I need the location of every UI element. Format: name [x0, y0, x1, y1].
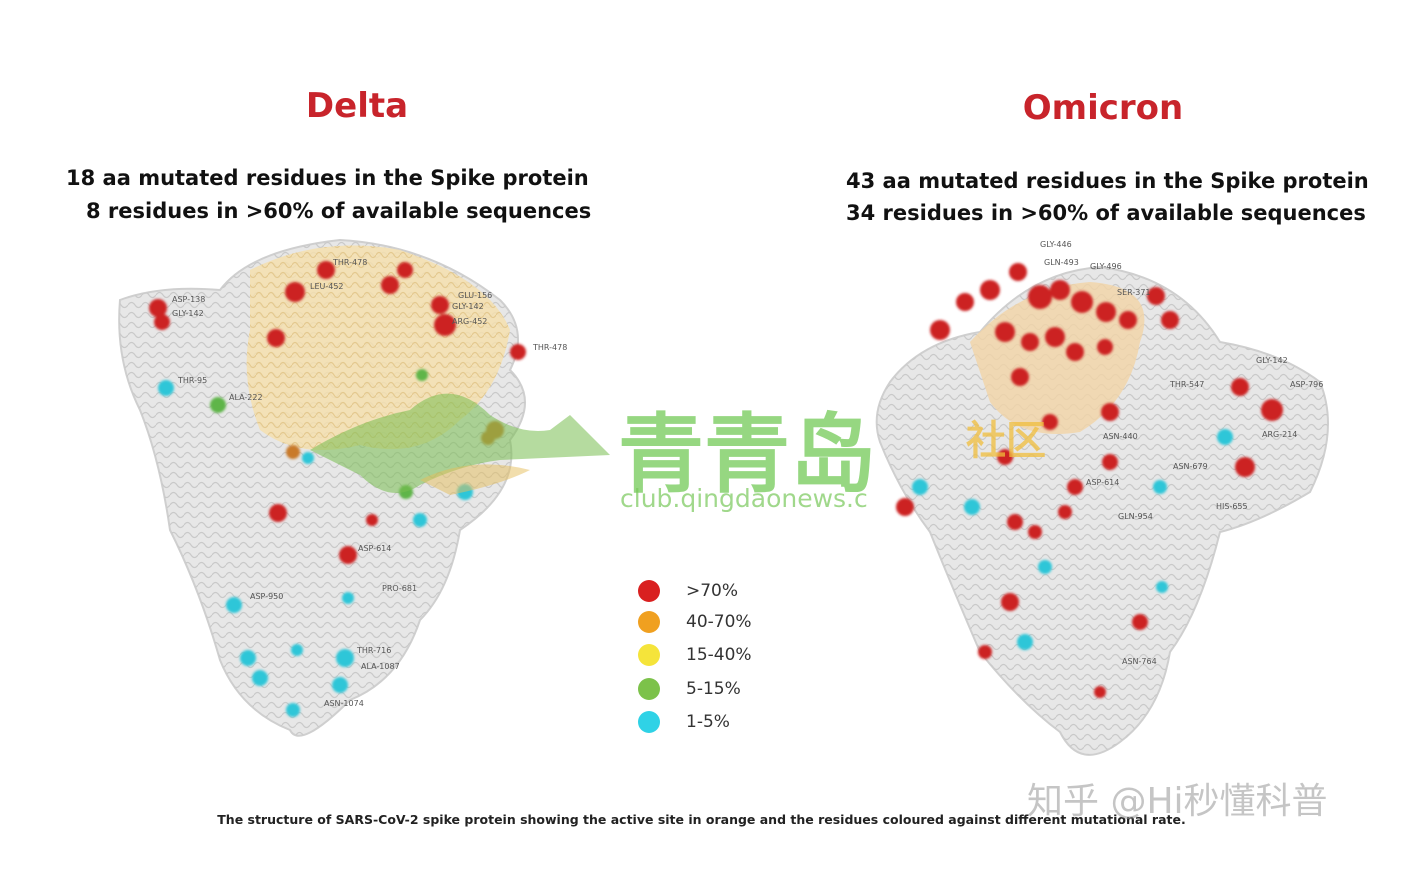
omicron-spike-structure	[875, 263, 1329, 756]
legend-swatch	[638, 611, 660, 633]
watermark-url: club.qingdaonews.c	[620, 484, 868, 513]
residue-label: GLY-142	[1256, 356, 1288, 365]
residue-label: ASN-764	[1122, 657, 1157, 666]
residue-label: ARG-452	[452, 317, 488, 326]
figure-caption: The structure of SARS-CoV-2 spike protei…	[217, 812, 1186, 827]
residue-label: ASP-950	[250, 592, 284, 601]
watermark-logo-text: 青青岛	[618, 405, 876, 505]
residue-label: GLN-493	[1044, 258, 1079, 267]
residue-label: PRO-681	[382, 584, 418, 593]
legend-label: 15-40%	[686, 645, 752, 665]
residue-label: SER-371	[1117, 288, 1151, 297]
zhihu-watermark: 知乎 @Hi秒懂科普	[1027, 781, 1328, 822]
delta-subtitle-2: 8 residues in >60% of available sequence…	[86, 199, 592, 223]
legend-item: 5-15%	[638, 674, 741, 704]
residue-label: ARG-214	[1262, 430, 1298, 439]
residue-label: ASN-679	[1173, 462, 1208, 471]
legend-item: >70%	[638, 576, 738, 606]
residue-label: GLY-496	[1090, 262, 1122, 271]
residue-label: THR-478	[333, 258, 368, 267]
residue-label: ASN-1074	[324, 699, 364, 708]
legend-item: 1-5%	[638, 707, 730, 737]
legend-label: 1-5%	[686, 712, 730, 732]
residue-label: THR-547	[1170, 380, 1205, 389]
residue-label: GLY-446	[1040, 240, 1072, 249]
residue-label: GLU-156	[458, 291, 493, 300]
residue-label: LEU-452	[310, 282, 344, 291]
legend-item: 15-40%	[638, 640, 752, 670]
legend-label: >70%	[686, 581, 739, 601]
residue-label: ASP-614	[358, 544, 392, 553]
residue-label: GLY-142	[452, 302, 484, 311]
legend-label: 5-15%	[686, 679, 741, 699]
qingdao-logo-icon	[310, 393, 610, 495]
delta-subtitle-1: 18 aa mutated residues in the Spike prot…	[66, 166, 589, 190]
watermark-logo-small: 社区	[966, 418, 1046, 464]
delta-title: Delta	[305, 86, 409, 126]
omicron-title: Omicron	[1022, 88, 1184, 128]
legend-swatch	[638, 711, 660, 733]
residue-label: ALA-1087	[361, 662, 400, 671]
residue-label: ALA-222	[229, 393, 263, 402]
residue-label: ASN-440	[1103, 432, 1138, 441]
legend-swatch	[638, 644, 660, 666]
residue-label: GLN-954	[1118, 512, 1153, 521]
omicron-subtitle-2: 34 residues in >60% of available sequenc…	[846, 201, 1366, 225]
legend-item: 40-70%	[638, 607, 752, 637]
omicron-subtitle-1: 43 aa mutated residues in the Spike prot…	[846, 169, 1369, 193]
residue-label: HIS-655	[1216, 502, 1248, 511]
delta-spike-structure	[118, 238, 526, 737]
legend-swatch	[638, 580, 660, 602]
residue-label: THR-478	[533, 343, 568, 352]
residue-label: ASP-138	[172, 295, 206, 304]
residue-label: ASP-614	[1086, 478, 1120, 487]
residue-label: THR-716	[357, 646, 392, 655]
residue-red	[149, 299, 167, 317]
legend-swatch	[638, 678, 660, 700]
legend-label: 40-70%	[686, 612, 752, 632]
residue-label: GLY-142	[172, 309, 204, 318]
residue-label: THR-95	[178, 376, 208, 385]
residue-label: ASP-796	[1290, 380, 1324, 389]
